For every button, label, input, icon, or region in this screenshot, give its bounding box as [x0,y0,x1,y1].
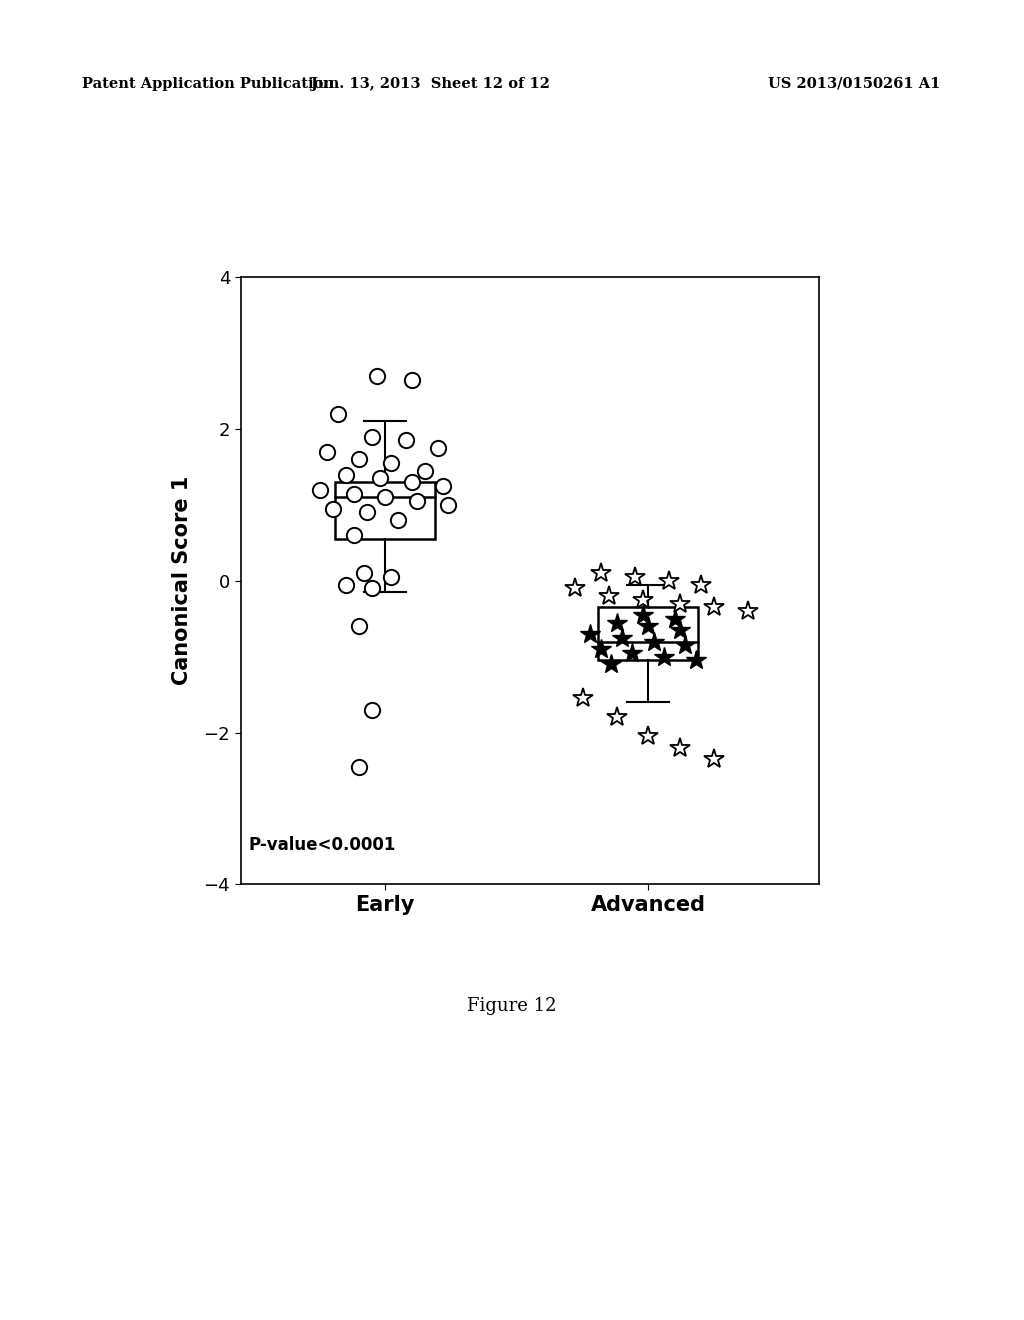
Text: US 2013/0150261 A1: US 2013/0150261 A1 [768,77,940,91]
Text: P-value<0.0001: P-value<0.0001 [249,837,396,854]
Text: Figure 12: Figure 12 [467,997,557,1015]
Text: Patent Application Publication: Patent Application Publication [82,77,334,91]
Y-axis label: Canonical Score 1: Canonical Score 1 [172,477,193,685]
Bar [598,607,698,660]
Text: Jun. 13, 2013  Sheet 12 of 12: Jun. 13, 2013 Sheet 12 of 12 [310,77,550,91]
Bar [335,482,435,539]
